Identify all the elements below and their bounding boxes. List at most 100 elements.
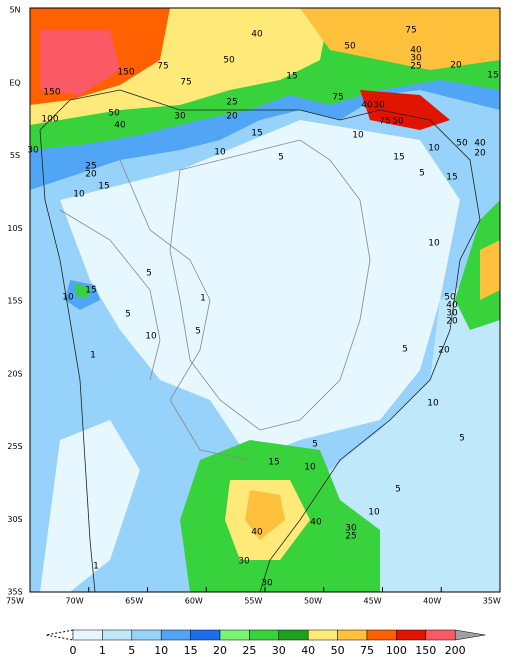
contour-label: 30 [238, 557, 250, 567]
colorbar-high-arrow [454, 629, 486, 641]
contour-label: 75 [379, 117, 390, 127]
contour-label: 20 [474, 149, 486, 159]
contour-label: 50 [392, 117, 404, 127]
latitude-label: EQ [9, 78, 20, 87]
colorbar-swatch [278, 629, 309, 641]
contour-label: 5 [195, 327, 201, 337]
contour-label: 150 [117, 68, 134, 78]
contour-label: 40 [446, 301, 458, 311]
contour-label: 1 [93, 562, 99, 572]
colorbar-label: 200 [445, 644, 466, 657]
contour-label: 30 [27, 146, 39, 156]
contour-label: 5 [125, 310, 131, 320]
map-field [30, 8, 500, 592]
contour-label: 5 [402, 345, 408, 355]
contour-label: 40 [251, 30, 263, 40]
colorbar: 0 1 5 10 15 20 25 30 40 50 75 100 150 200 [45, 629, 486, 657]
contour-label: 30 [410, 54, 422, 64]
contour-label: 1 [90, 351, 96, 361]
latitude-label: 25S [7, 442, 22, 451]
contour-label: 25 [410, 62, 421, 72]
colorbar-label: 0 [70, 644, 77, 657]
colorbar-label: 15 [184, 644, 198, 657]
contour-label: 5 [395, 485, 401, 495]
contour-label: 10 [427, 399, 439, 409]
colorbar-swatch [190, 629, 221, 641]
colorbar-label: 25 [242, 644, 256, 657]
colorbar-label: 150 [415, 644, 436, 657]
colorbar-swatch [160, 629, 191, 641]
latitude-label: 5N [9, 6, 20, 15]
contour-label: 40 [410, 46, 422, 56]
contour-label: 25 [226, 98, 237, 108]
contour-label: 5 [419, 169, 425, 179]
contour-label: 25 [345, 532, 356, 542]
contour-label: 20 [446, 317, 458, 327]
contour-label: 15 [487, 71, 498, 81]
contour-label: 100 [41, 115, 58, 125]
longitude-label: 60W [185, 597, 203, 606]
longitude-label: 40W [423, 597, 441, 606]
colorbar-swatch [219, 629, 250, 641]
contour-label: 15 [446, 173, 457, 183]
contour-label: 40 [114, 121, 126, 131]
contour-label: 15 [393, 153, 404, 163]
contour-label: 15 [98, 182, 109, 192]
colorbar-swatch [337, 629, 368, 641]
contour-label: 20 [450, 61, 462, 71]
contour-label: 20 [226, 112, 238, 122]
contour-label: 50 [344, 42, 356, 52]
contour-label: 15 [286, 72, 297, 82]
contour-label: 15 [251, 129, 262, 139]
colorbar-label: 40 [301, 644, 315, 657]
contour-label: 50 [223, 56, 235, 66]
contour-label: 10 [368, 508, 380, 518]
colorbar-label: 10 [154, 644, 168, 657]
contour-label: 75 [180, 78, 191, 88]
colorbar-low-arrow [45, 629, 74, 641]
latitude-label: 35S [7, 588, 22, 597]
contour-label: 10 [352, 131, 364, 141]
contour-label: 10 [428, 239, 440, 249]
longitude-label: 35W [483, 597, 501, 606]
contour-label: 150 [43, 88, 60, 98]
contour-label: 30 [174, 112, 186, 122]
longitude-label: 65W [125, 597, 143, 606]
contour-label: 75 [157, 62, 168, 72]
contour-label: 40 [474, 139, 486, 149]
colorbar-swatch [366, 629, 397, 641]
longitude-label: 50W [304, 597, 322, 606]
contour-label: 75 [405, 26, 416, 36]
contour-label: 20 [85, 170, 97, 180]
colorbar-label: 1 [99, 644, 106, 657]
contour-label: 30 [373, 101, 385, 111]
contour-label: 5 [312, 440, 318, 450]
contour-label: 5 [278, 153, 284, 163]
latitude-label: 20S [7, 369, 22, 378]
latitude-label: 15S [7, 297, 22, 306]
colorbar-swatch [72, 629, 103, 641]
contour-label: 25 [85, 162, 96, 172]
latitude-label: 5S [10, 151, 20, 160]
colorbar-swatch [396, 629, 427, 641]
colorbar-label: 75 [360, 644, 374, 657]
longitude-label: 70W [66, 597, 84, 606]
contour-label: 40 [361, 101, 373, 111]
colorbar-swatch [307, 629, 338, 641]
latitude-label: 10S [7, 224, 22, 233]
colorbar-swatch [425, 629, 456, 641]
colorbar-label: 100 [386, 644, 407, 657]
contour-label: 40 [310, 518, 322, 528]
colorbar-swatch [131, 629, 162, 641]
colorbar-swatch [102, 629, 133, 641]
longitude-label: 75W [6, 597, 24, 606]
contour-label: 30 [345, 524, 357, 534]
contour-label: 5 [459, 434, 465, 444]
longitude-label: 45W [364, 597, 382, 606]
colorbar-label: 5 [128, 644, 135, 657]
colorbar-label: 20 [213, 644, 227, 657]
contour-label: 50 [108, 109, 120, 119]
contour-label: 10 [304, 463, 316, 473]
contour-label: 50 [456, 139, 468, 149]
